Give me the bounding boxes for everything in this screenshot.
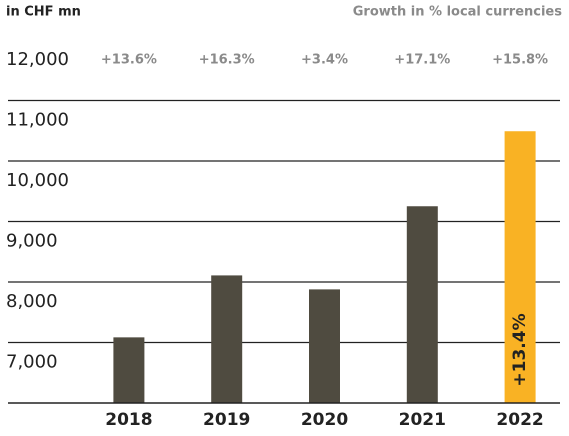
- bar: [504, 131, 536, 403]
- growth-label: +3.4%: [301, 53, 348, 68]
- growth-label: +17.1%: [394, 53, 450, 68]
- y-axis-label: in CHF mn: [6, 5, 81, 20]
- x-tick-label: 2022: [496, 410, 543, 430]
- annotation-header: Growth in % local currencies: [353, 5, 562, 20]
- y-tick-label: 10,000: [6, 170, 69, 191]
- bar: [406, 206, 438, 403]
- bar: [309, 289, 340, 403]
- bar-annotation: +13.4%: [510, 313, 530, 386]
- x-tick-label: 2019: [203, 410, 250, 430]
- bar: [113, 337, 145, 403]
- growth-label: +15.8%: [492, 53, 548, 68]
- growth-label: +16.3%: [199, 53, 255, 68]
- y-tick-label: 9,000: [6, 231, 58, 252]
- x-tick-label: 2018: [105, 410, 152, 430]
- y-tick-label: 12,000: [6, 49, 69, 70]
- x-tick-label: 2020: [301, 410, 348, 430]
- x-tick-label: 2021: [399, 410, 446, 430]
- growth-label: +13.6%: [101, 53, 157, 68]
- y-tick-label: 7,000: [6, 352, 58, 373]
- bar: [211, 275, 243, 403]
- y-tick-label: 8,000: [6, 291, 58, 312]
- y-tick-label: 11,000: [6, 110, 69, 131]
